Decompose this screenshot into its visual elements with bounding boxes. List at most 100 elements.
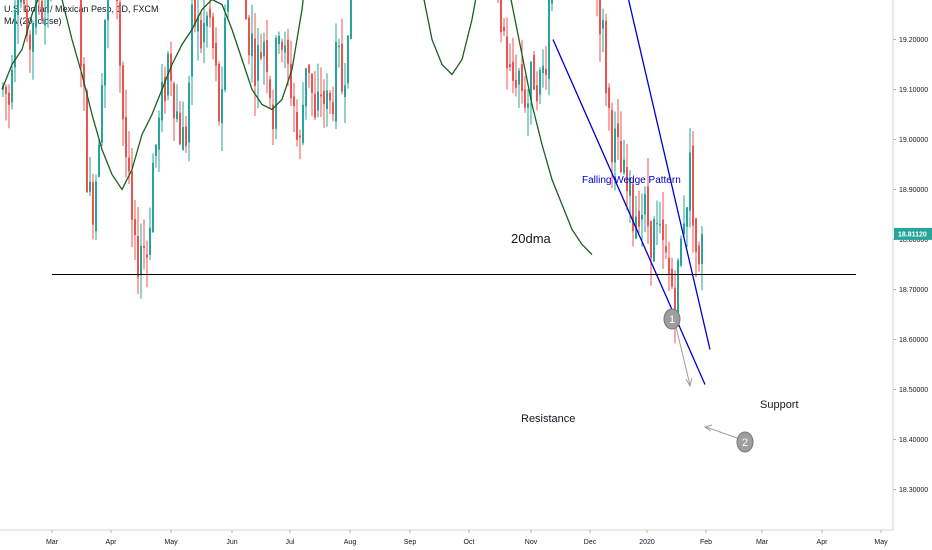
wedge-label: Falling Wedge Pattern xyxy=(582,175,681,186)
candle-body xyxy=(653,219,655,262)
candle-body xyxy=(500,0,502,33)
candle-body xyxy=(506,36,508,69)
candle-body xyxy=(134,219,136,236)
candle-body xyxy=(620,141,622,173)
candle-body xyxy=(665,246,667,253)
moving-average xyxy=(1,0,593,255)
ma-label: 20dma xyxy=(511,231,552,246)
candle-body xyxy=(503,26,505,32)
candle-body xyxy=(137,235,139,278)
candle-body xyxy=(341,43,343,92)
candle-body xyxy=(674,287,676,319)
candle-body xyxy=(611,110,613,163)
candle-body xyxy=(215,43,217,66)
candle-body xyxy=(314,93,316,118)
resistance-label: Resistance xyxy=(521,413,575,425)
candle-body xyxy=(140,246,142,276)
candle-body xyxy=(308,64,310,73)
candle-body xyxy=(305,68,307,107)
candle-body xyxy=(122,65,124,120)
candle-body xyxy=(206,15,208,27)
candle-body xyxy=(626,167,628,192)
y-tick-label: 18.50000 xyxy=(899,387,928,394)
candle-body xyxy=(35,0,37,28)
y-tick-label: 18.40000 xyxy=(899,437,928,444)
candle-body xyxy=(326,90,328,109)
candle-body xyxy=(518,70,520,85)
candle-body xyxy=(662,219,664,241)
candle-body xyxy=(179,112,181,145)
candle-body xyxy=(347,35,349,84)
marker-1-circle xyxy=(663,308,681,330)
y-tick-label: 19.10000 xyxy=(899,87,928,94)
support-label: Support xyxy=(760,399,799,411)
candle-body xyxy=(299,135,301,138)
candle-body xyxy=(614,128,616,163)
candle-body xyxy=(254,38,256,86)
candle-body xyxy=(86,91,88,193)
candle-body xyxy=(683,223,685,234)
y-tick-label: 18.90000 xyxy=(899,187,928,194)
x-tick-label: Jun xyxy=(226,539,237,546)
candle-body xyxy=(545,68,547,76)
candle-body xyxy=(218,63,220,122)
y-tick-label: 19.00000 xyxy=(899,137,928,144)
candle-body xyxy=(11,69,13,103)
marker-1-arrow xyxy=(675,326,691,386)
candle-body xyxy=(224,17,226,90)
candle-body xyxy=(296,112,298,140)
candle-body xyxy=(164,76,166,102)
candle-body xyxy=(227,0,229,12)
candle-body xyxy=(698,245,700,265)
candle-body xyxy=(677,260,679,313)
candle-body xyxy=(644,193,646,215)
ma-line xyxy=(1,0,593,255)
candle-body xyxy=(41,0,43,19)
x-tick-label: Apr xyxy=(817,539,829,546)
candle-body xyxy=(521,64,523,92)
candle-body xyxy=(245,0,247,20)
candle-body xyxy=(203,22,205,43)
candle-body xyxy=(671,268,673,287)
candle-body xyxy=(512,61,514,81)
candle-body xyxy=(269,79,271,98)
x-tick-label: May xyxy=(164,539,178,546)
candle-body xyxy=(281,41,283,50)
marker-1-text: 1 xyxy=(669,314,675,326)
candle-body xyxy=(527,103,529,108)
candle-body xyxy=(104,19,106,86)
x-tick-label: Mar xyxy=(756,539,769,546)
candle-body xyxy=(701,233,703,265)
candle-body xyxy=(107,0,109,21)
x-tick-label: Oct xyxy=(464,539,475,546)
candle-body xyxy=(668,257,670,275)
candle-body xyxy=(152,162,154,233)
candle-body xyxy=(617,123,619,137)
candle-body xyxy=(173,83,175,119)
candle-body xyxy=(515,79,517,88)
wedge-upper-line xyxy=(627,0,711,350)
wedge-lower-line xyxy=(552,39,706,385)
x-tick-label: Sep xyxy=(404,539,417,546)
marker-2-circle xyxy=(736,431,754,453)
candle-body xyxy=(317,91,319,111)
candle-body xyxy=(629,177,631,196)
candle-body xyxy=(248,17,250,56)
candle-body xyxy=(602,20,604,29)
candle-body xyxy=(92,182,94,225)
x-tick-label: 2020 xyxy=(639,539,655,546)
candle-body xyxy=(95,181,97,232)
candle-body xyxy=(194,0,196,27)
indicator-label: MA (20, close) xyxy=(4,16,62,26)
candle-body xyxy=(329,92,331,101)
y-tick-label: 18.80000 xyxy=(899,237,928,244)
annotations: Falling Wedge Pattern 20dma Support Resista… xyxy=(511,175,799,453)
candle-body xyxy=(350,0,352,39)
trendlines xyxy=(52,0,856,385)
candle-body xyxy=(251,33,253,57)
candle-body xyxy=(188,82,190,143)
candle-body xyxy=(656,223,658,225)
candle-body xyxy=(221,89,223,124)
